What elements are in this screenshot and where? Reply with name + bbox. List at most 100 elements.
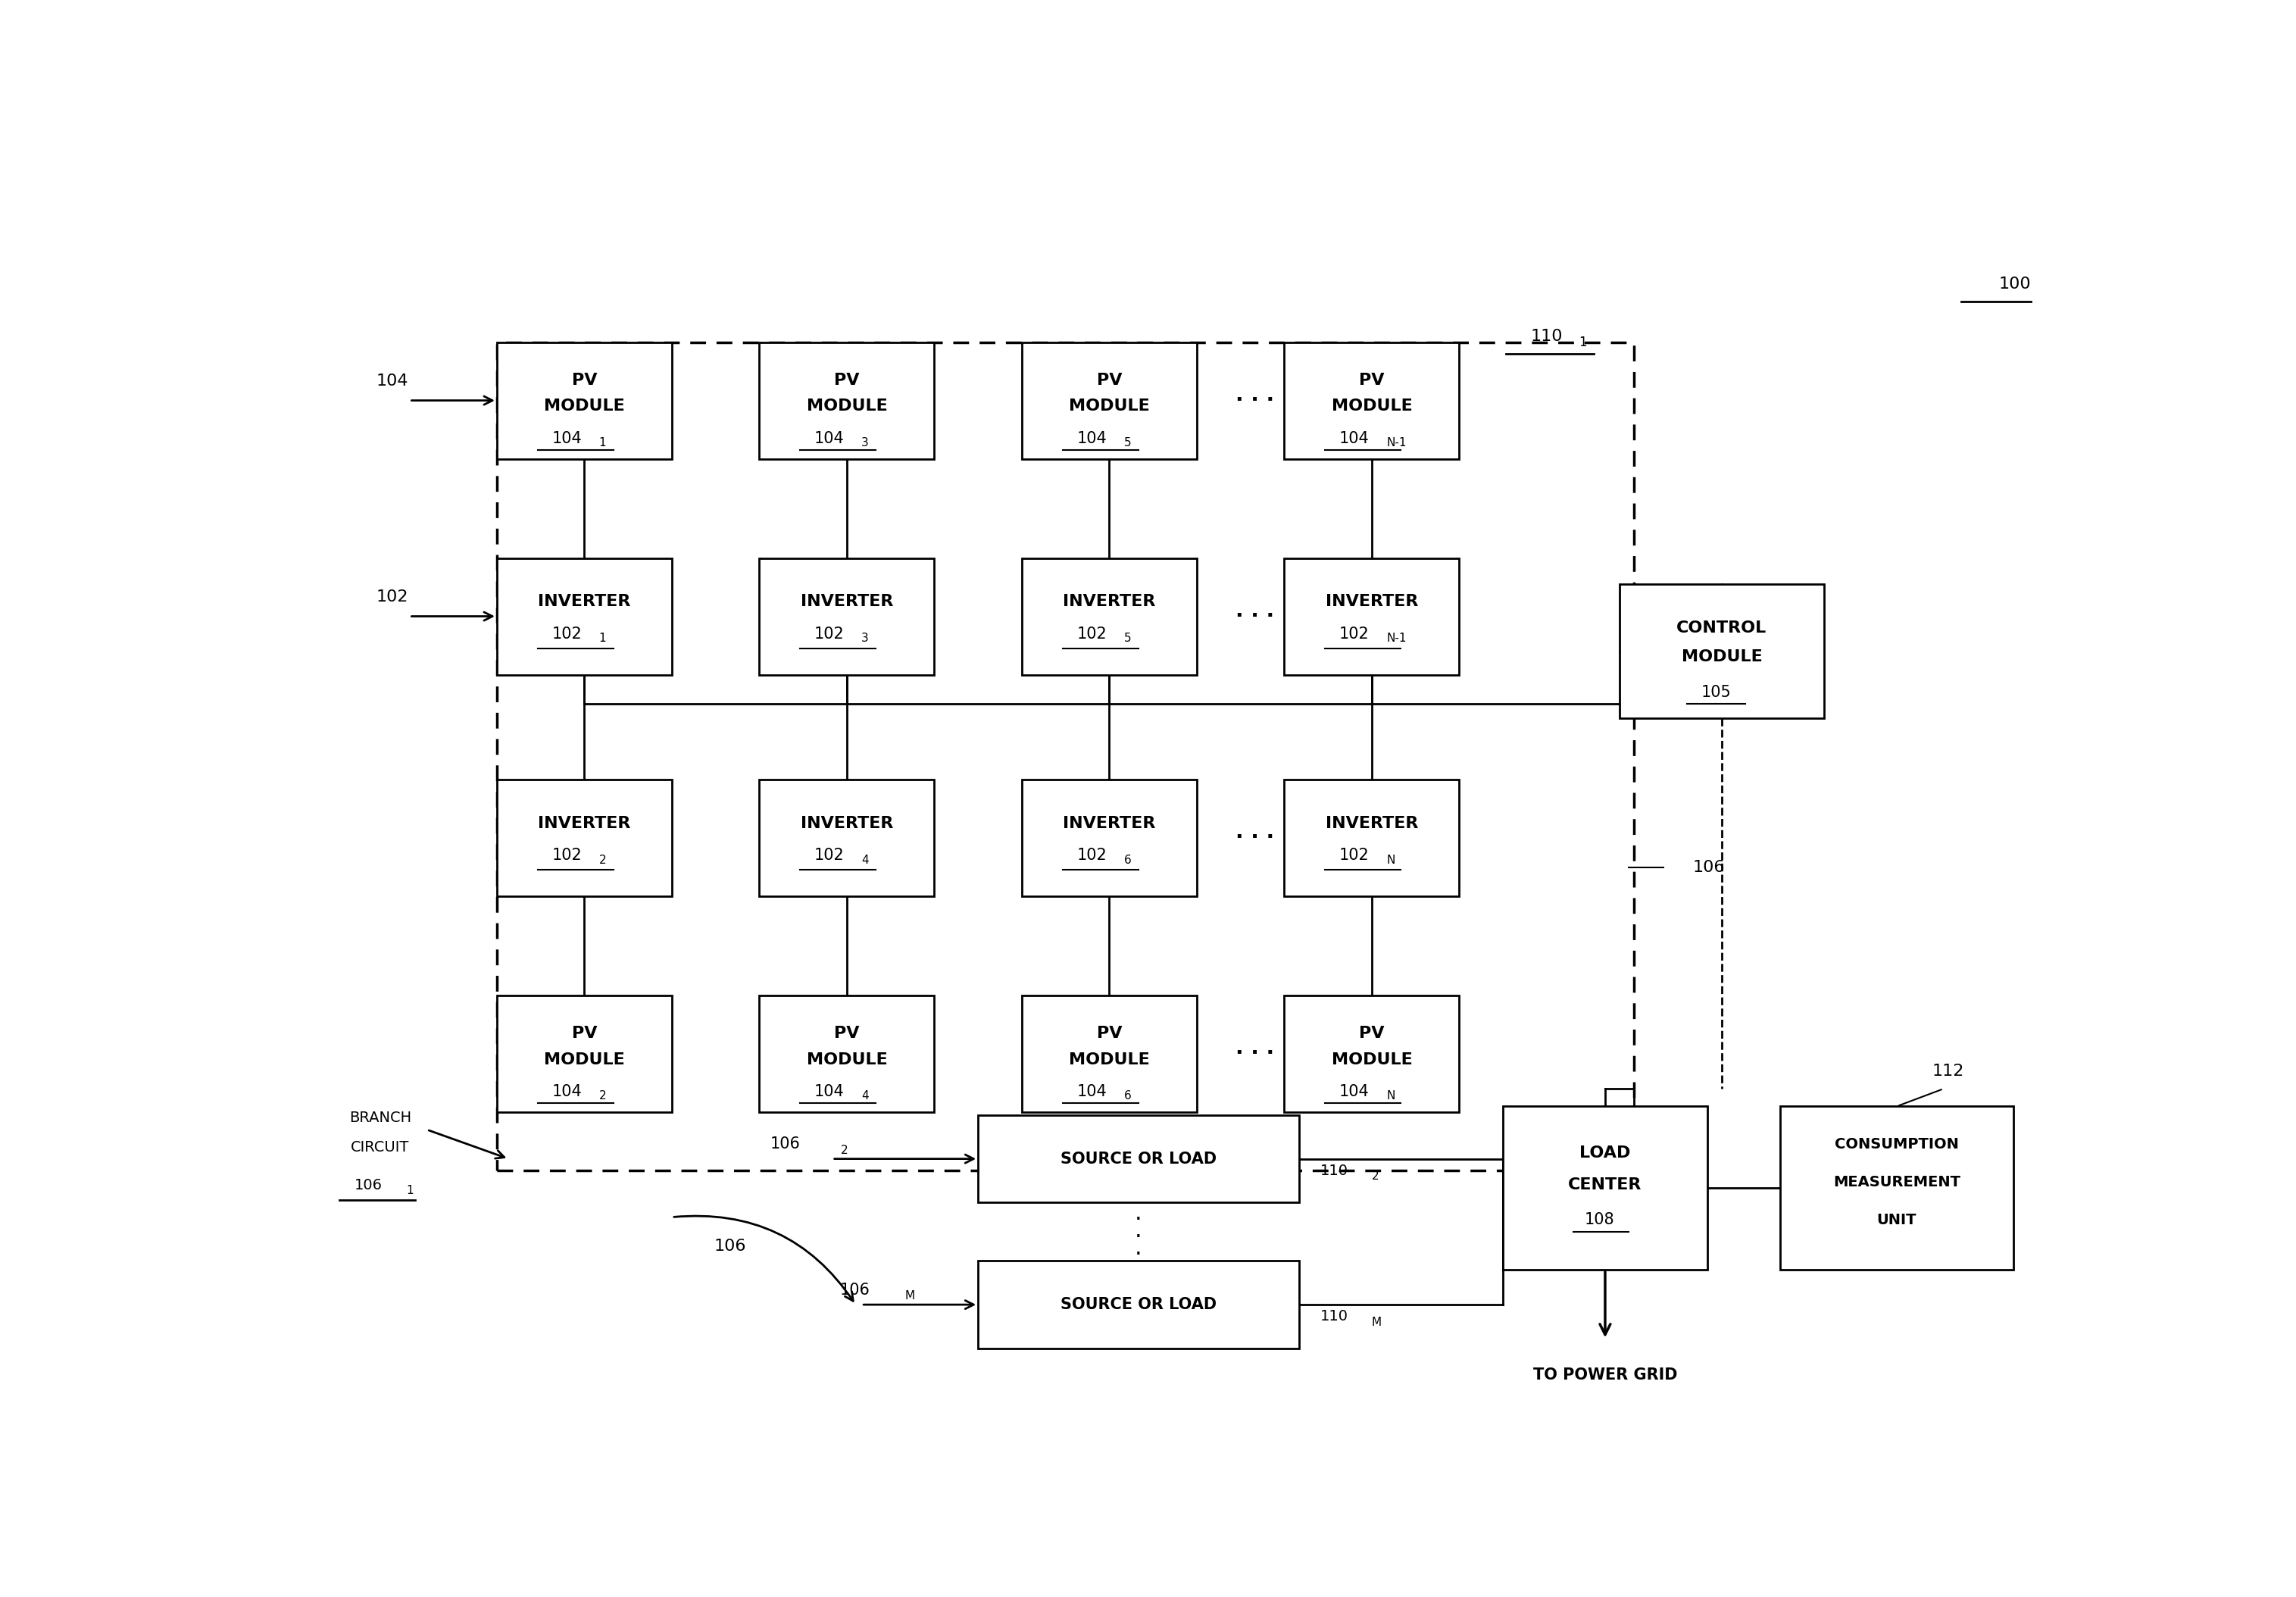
Bar	[1504, 1107, 1708, 1270]
Bar	[496, 342, 673, 458]
Bar	[1283, 557, 1460, 674]
Text: INVERTER: INVERTER	[1325, 594, 1419, 610]
Text: CENTER: CENTER	[1568, 1177, 1642, 1193]
Text: PV: PV	[833, 1025, 859, 1041]
Text: CONTROL: CONTROL	[1676, 620, 1768, 636]
Text: 105: 105	[1701, 685, 1731, 699]
Text: MODULE: MODULE	[1332, 1052, 1412, 1067]
Text: MODULE: MODULE	[544, 1052, 625, 1067]
Text: 3: 3	[861, 438, 868, 449]
Text: 110: 110	[1320, 1163, 1348, 1177]
Text: 102: 102	[815, 848, 845, 862]
Text: 104: 104	[1077, 1084, 1107, 1099]
Text: MODULE: MODULE	[806, 399, 886, 414]
Bar	[1022, 995, 1196, 1112]
Bar	[760, 995, 934, 1112]
Text: PV: PV	[1359, 1025, 1384, 1041]
Bar	[1283, 995, 1460, 1112]
Text: LOAD: LOAD	[1580, 1145, 1630, 1161]
Text: INVERTER: INVERTER	[1063, 816, 1155, 830]
Text: 106: 106	[1692, 859, 1724, 875]
Text: 104: 104	[551, 1084, 581, 1099]
Text: 106: 106	[354, 1179, 383, 1193]
Text: SOURCE OR LOAD: SOURCE OR LOAD	[1061, 1297, 1217, 1313]
Text: INVERTER: INVERTER	[801, 594, 893, 610]
Text: 106: 106	[714, 1239, 746, 1254]
Text: ·: ·	[1134, 1226, 1141, 1249]
Text: UNIT: UNIT	[1876, 1212, 1917, 1226]
Text: M: M	[905, 1290, 916, 1302]
Text: 4: 4	[861, 1091, 868, 1102]
Text: 112: 112	[1931, 1064, 1963, 1080]
Text: 5: 5	[1125, 632, 1132, 644]
Text: PV: PV	[572, 1025, 597, 1041]
Text: N-1: N-1	[1387, 632, 1407, 644]
Text: INVERTER: INVERTER	[801, 816, 893, 830]
Bar	[978, 1262, 1300, 1348]
Text: 102: 102	[551, 626, 581, 642]
Text: 102: 102	[1339, 848, 1368, 862]
Text: 6: 6	[1125, 1091, 1132, 1102]
Text: PV: PV	[1359, 372, 1384, 388]
Bar	[1619, 585, 1823, 719]
Bar	[1022, 779, 1196, 896]
Text: 3: 3	[861, 632, 868, 644]
Text: . . .: . . .	[1235, 821, 1274, 843]
Text: 108: 108	[1584, 1212, 1614, 1228]
Text: INVERTER: INVERTER	[537, 816, 631, 830]
Text: 102: 102	[1339, 626, 1368, 642]
Text: 104: 104	[1339, 1084, 1368, 1099]
Text: INVERTER: INVERTER	[1325, 816, 1419, 830]
Text: CONSUMPTION: CONSUMPTION	[1835, 1137, 1958, 1151]
Text: 102: 102	[815, 626, 845, 642]
Text: 5: 5	[1125, 438, 1132, 449]
Text: 106: 106	[769, 1137, 801, 1151]
Text: 104: 104	[551, 431, 581, 446]
Bar	[760, 342, 934, 458]
Bar	[496, 557, 673, 674]
Text: 6: 6	[1125, 854, 1132, 866]
Text: . . .: . . .	[1235, 1038, 1274, 1059]
Text: 110: 110	[1320, 1310, 1348, 1324]
Text: 2: 2	[599, 1091, 606, 1102]
Bar	[1283, 779, 1460, 896]
Text: 1: 1	[599, 438, 606, 449]
Text: 100: 100	[1998, 276, 2032, 291]
Text: 102: 102	[377, 589, 409, 605]
Text: 1: 1	[599, 632, 606, 644]
Bar	[1779, 1107, 2014, 1270]
Text: 102: 102	[1077, 848, 1107, 862]
Bar	[978, 1115, 1300, 1203]
Text: TO POWER GRID: TO POWER GRID	[1534, 1367, 1678, 1383]
Bar	[1022, 342, 1196, 458]
Bar	[496, 995, 673, 1112]
Text: 104: 104	[1077, 431, 1107, 446]
Text: . . .: . . .	[1235, 600, 1274, 621]
Text: PV: PV	[1097, 372, 1123, 388]
Text: MODULE: MODULE	[1332, 399, 1412, 414]
Text: 102: 102	[551, 848, 581, 862]
Text: 4: 4	[861, 854, 868, 866]
Text: 1: 1	[1580, 335, 1587, 350]
Text: . . .: . . .	[1235, 383, 1274, 406]
Text: MODULE: MODULE	[544, 399, 625, 414]
Text: 104: 104	[1339, 431, 1368, 446]
Bar	[1283, 342, 1460, 458]
Bar	[496, 342, 1635, 1171]
Text: MODULE: MODULE	[1070, 1052, 1150, 1067]
Text: 104: 104	[815, 1084, 845, 1099]
Text: SOURCE OR LOAD: SOURCE OR LOAD	[1061, 1151, 1217, 1166]
Text: M: M	[1371, 1316, 1382, 1327]
Text: 106: 106	[840, 1282, 870, 1298]
Text: MODULE: MODULE	[806, 1052, 886, 1067]
Text: MODULE: MODULE	[1681, 650, 1763, 664]
Text: 2: 2	[840, 1145, 847, 1156]
Text: MEASUREMENT: MEASUREMENT	[1832, 1175, 1961, 1190]
Text: N: N	[1387, 1091, 1396, 1102]
Bar	[496, 779, 673, 896]
Text: INVERTER: INVERTER	[1063, 594, 1155, 610]
Text: 104: 104	[377, 374, 409, 388]
Text: N: N	[1387, 854, 1396, 866]
Bar	[1022, 557, 1196, 674]
Text: PV: PV	[1097, 1025, 1123, 1041]
